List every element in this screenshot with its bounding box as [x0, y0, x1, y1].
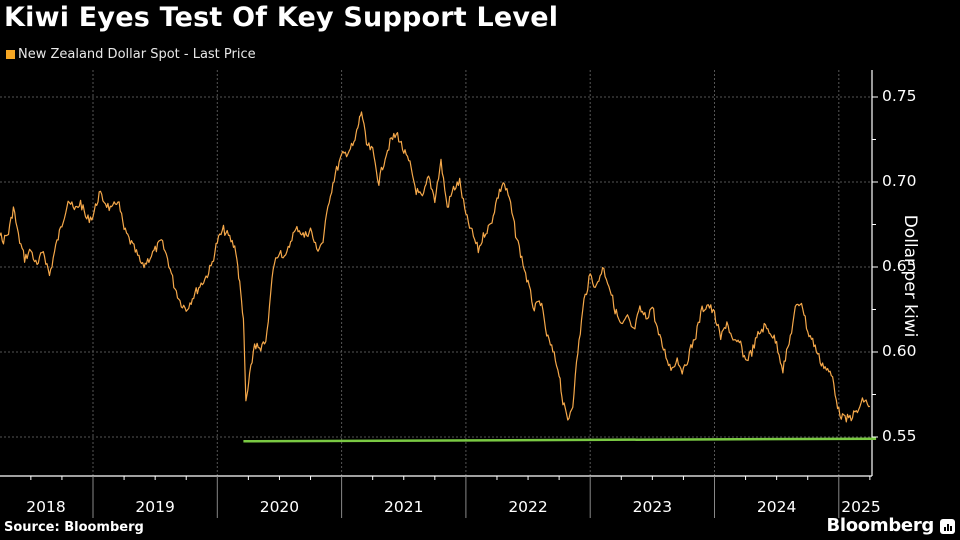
x-tick-label: 2020 — [259, 498, 300, 516]
x-tick-label: 2024 — [756, 498, 797, 516]
x-tick-label: 2022 — [508, 498, 548, 516]
x-tick-label: 2023 — [632, 498, 673, 516]
y-axis — [871, 70, 878, 476]
y-tick-label: 0.55 — [882, 427, 917, 445]
y-tick-label: 0.65 — [882, 257, 917, 275]
gridlines — [0, 70, 872, 476]
y-tick-label: 0.75 — [882, 87, 917, 105]
legend-label-nzd: New Zealand Dollar Spot - Last Price — [18, 47, 256, 62]
nzd-price-line — [0, 111, 870, 423]
bloomberg-chart-icon — [940, 519, 955, 534]
legend-swatch-nzd — [6, 50, 15, 59]
y-tick-label: 0.60 — [882, 342, 917, 360]
chart-title: Kiwi Eyes Test Of Key Support Level — [4, 2, 559, 33]
y-tick-label: 0.70 — [882, 172, 917, 190]
source-note: Source: Bloomberg — [4, 520, 144, 535]
x-tick-label: 2018 — [26, 498, 66, 516]
bloomberg-logo-text: Bloomberg — [826, 515, 934, 536]
legend: New Zealand Dollar Spot - Last Price — [6, 47, 256, 62]
x-axis — [0, 475, 872, 518]
support-level-line — [243, 437, 877, 443]
x-tick-label: 2019 — [135, 498, 175, 516]
x-tick-label: 2025 — [841, 498, 881, 516]
x-tick-label: 2021 — [384, 498, 424, 516]
